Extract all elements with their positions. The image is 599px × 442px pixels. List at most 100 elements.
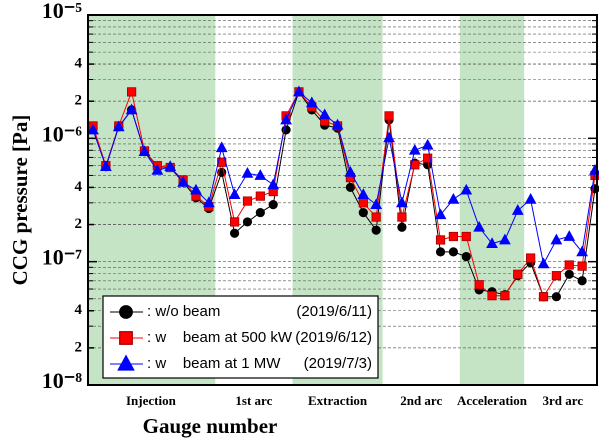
section-label: 3rd arc — [543, 393, 584, 408]
data-point — [202, 196, 215, 208]
data-point — [125, 103, 138, 115]
data-point — [461, 251, 471, 262]
data-point — [371, 212, 381, 222]
data-point — [564, 269, 574, 279]
data-point — [500, 291, 510, 301]
data-point — [383, 131, 395, 143]
data-point — [138, 145, 151, 157]
data-point — [229, 228, 240, 238]
data-point — [370, 198, 383, 210]
data-point — [460, 183, 473, 195]
data-point — [358, 198, 368, 208]
y-tick-label: 10⁻⁶ — [42, 121, 83, 146]
data-point — [177, 175, 189, 187]
y-tick-label: 10⁻⁸ — [42, 368, 83, 393]
data-point — [564, 260, 574, 270]
legend-box — [102, 295, 379, 379]
y-tick-label: 2 — [75, 339, 83, 355]
data-point — [563, 230, 576, 241]
legend-label: : w beam at 1 MW — [147, 355, 281, 372]
data-point — [87, 123, 99, 135]
section-label: Extraction — [308, 393, 368, 408]
data-point — [371, 225, 381, 235]
data-point — [241, 167, 254, 178]
data-point — [577, 261, 587, 271]
data-point — [242, 217, 253, 227]
data-point — [345, 182, 356, 193]
data-point — [423, 153, 433, 163]
data-point — [254, 169, 267, 180]
data-point — [576, 245, 589, 257]
data-point — [524, 193, 537, 204]
data-point — [435, 247, 446, 257]
section-label: Acceleration — [457, 393, 528, 408]
data-point — [267, 178, 280, 190]
data-point — [486, 237, 498, 249]
y-tick-label: 2 — [75, 216, 83, 232]
legend-date: (2019/7/3) — [304, 355, 372, 372]
legend-marker — [119, 305, 133, 319]
data-point — [280, 113, 292, 125]
data-point — [551, 271, 561, 281]
data-point — [551, 292, 561, 302]
data-point — [112, 120, 125, 132]
data-point — [499, 233, 511, 245]
data-point — [357, 188, 370, 199]
data-point — [410, 160, 420, 170]
data-point — [448, 247, 459, 257]
legend-label: : w/o beam — [147, 303, 220, 320]
data-point — [397, 222, 407, 232]
y-tick-label: 10⁻⁵ — [42, 0, 83, 23]
section-label: 2nd arc — [400, 393, 442, 408]
data-point — [215, 141, 228, 153]
y-tick-label: 10⁻⁷ — [42, 245, 83, 270]
y-tick-label: 4 — [75, 56, 83, 72]
data-point — [447, 193, 460, 204]
data-point — [190, 183, 202, 195]
data-point — [538, 292, 549, 302]
data-point — [448, 231, 459, 242]
y-tick-label: 4 — [75, 302, 83, 318]
data-point — [435, 235, 446, 245]
legend: : w/o beam (2019/6/11): w beam at 500 kW(… — [102, 295, 379, 379]
legend-date: (2019/6/12) — [295, 329, 372, 346]
legend-date: (2019/6/11) — [296, 303, 372, 320]
data-point — [358, 207, 368, 218]
data-point — [151, 164, 164, 175]
y-tick-label: 4 — [75, 179, 83, 195]
legend-marker — [119, 331, 133, 345]
data-point — [537, 257, 550, 269]
data-point — [461, 231, 471, 242]
data-point — [408, 143, 421, 155]
data-point — [421, 138, 434, 150]
section-label: Injection — [126, 393, 177, 408]
series-line — [92, 91, 596, 266]
data-point — [550, 233, 563, 245]
y-tick-label: 2 — [75, 93, 83, 109]
data-point — [255, 191, 265, 201]
data-point — [229, 217, 240, 227]
legend-marker — [117, 354, 135, 371]
data-point — [305, 96, 318, 108]
data-point — [293, 85, 305, 97]
data-point — [255, 207, 265, 218]
data-point — [487, 291, 497, 301]
data-point — [474, 280, 484, 290]
data-point — [127, 87, 137, 97]
data-point — [318, 108, 331, 120]
data-point — [228, 188, 241, 199]
data-point — [331, 118, 344, 130]
data-point — [396, 196, 408, 208]
plot-frame — [87, 14, 598, 386]
data-point — [513, 269, 523, 279]
data-point — [99, 160, 112, 171]
legend-label: : w beam at 500 kW — [147, 329, 293, 346]
y-axis-label: CCG pressure [Pa] — [8, 115, 32, 286]
data-point — [526, 253, 536, 263]
data-point — [268, 200, 278, 210]
data-point — [164, 160, 177, 171]
data-point — [344, 166, 357, 177]
data-point — [473, 220, 486, 232]
data-point — [242, 196, 253, 206]
